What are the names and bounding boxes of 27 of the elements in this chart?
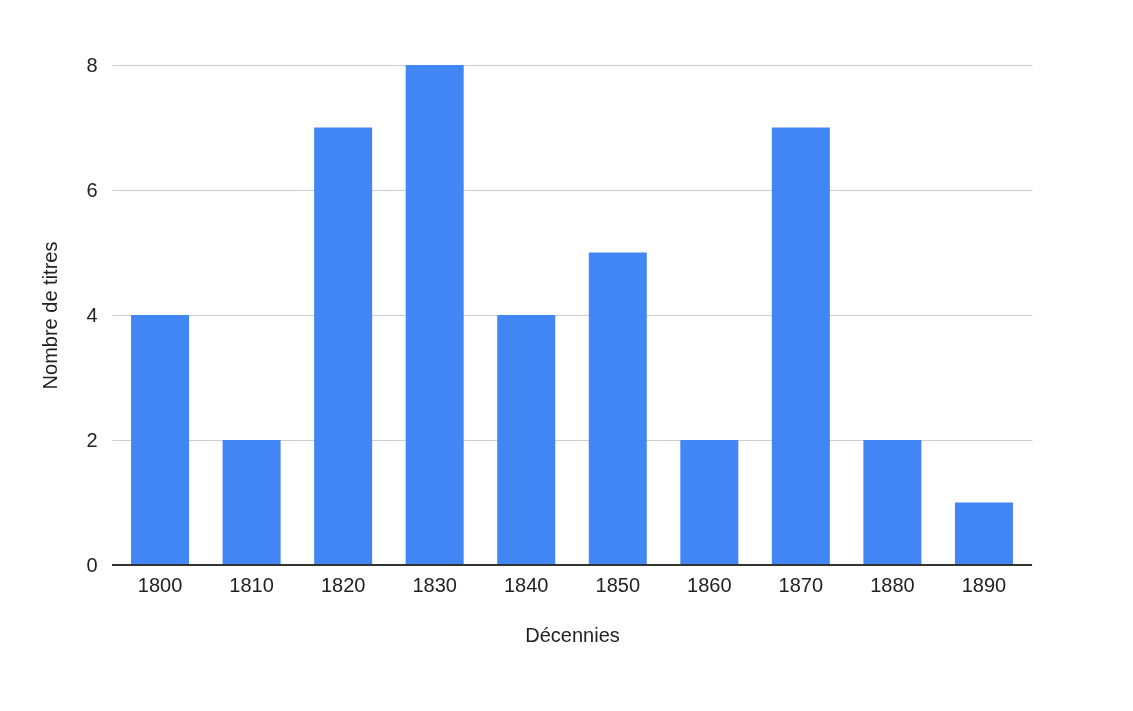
bar — [497, 315, 556, 565]
x-tick-label: 1840 — [503, 573, 549, 596]
y-tick-label: 0 — [86, 553, 98, 576]
y-tick-label: 6 — [86, 178, 98, 201]
x-tick-label: 1830 — [412, 573, 457, 596]
bar — [314, 127, 373, 565]
y-axis-title: Nombre de titres — [39, 241, 62, 390]
x-axis-title: Décennies — [525, 623, 620, 646]
x-tick-label: 1850 — [595, 573, 641, 596]
x-tick-label: 1890 — [961, 573, 1007, 596]
y-tick-label: 8 — [86, 53, 98, 76]
y-tick-label: 2 — [86, 428, 98, 451]
bar — [405, 65, 464, 565]
x-tick-label: 1810 — [229, 573, 274, 596]
bar — [588, 252, 647, 565]
x-tick-label: 1800 — [137, 573, 183, 596]
bar — [863, 440, 922, 565]
bar — [954, 502, 1013, 565]
x-tick-label: 1870 — [778, 573, 824, 596]
x-tick-label: 1880 — [870, 573, 915, 596]
y-tick-label: 4 — [86, 303, 98, 326]
bar — [680, 440, 739, 565]
x-tick-label: 1820 — [320, 573, 366, 596]
bar — [771, 127, 830, 565]
bar — [131, 315, 190, 565]
bar — [222, 440, 281, 565]
x-tick-label: 1860 — [687, 573, 732, 596]
